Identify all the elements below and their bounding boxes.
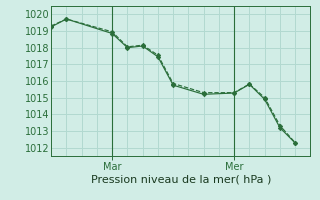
X-axis label: Pression niveau de la mer( hPa ): Pression niveau de la mer( hPa )	[91, 174, 271, 184]
